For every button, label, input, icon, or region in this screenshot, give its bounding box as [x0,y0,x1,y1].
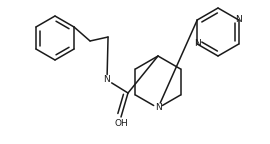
Text: N: N [104,75,110,85]
Text: OH: OH [114,120,128,128]
Text: N: N [155,104,161,112]
Text: N: N [235,16,242,24]
Text: N: N [194,39,201,49]
